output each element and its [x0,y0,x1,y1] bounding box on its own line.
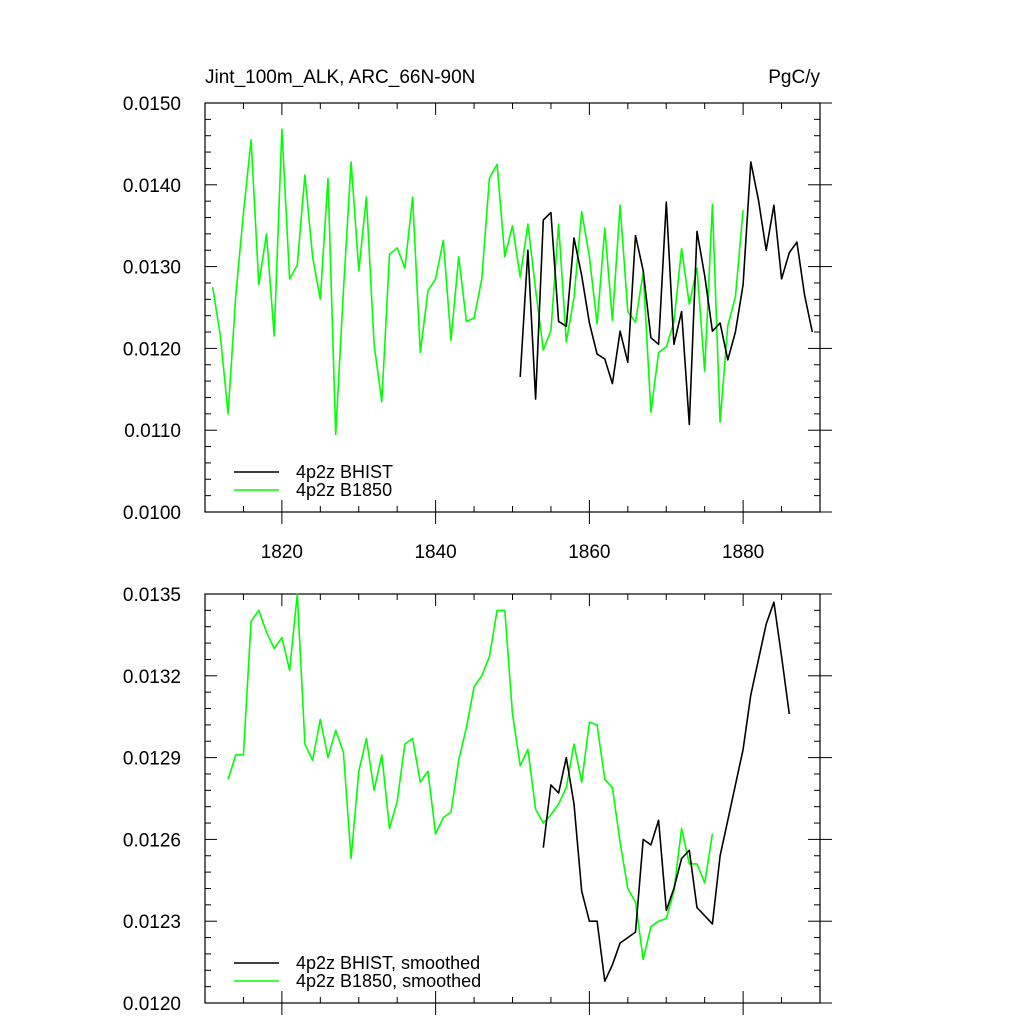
series-line-4p2z-b1850-smoothed [227,593,714,961]
bottom-series-lines [227,593,791,983]
y-tick-label: 0.0110 [124,421,181,442]
plot-frame [204,593,821,1004]
x-tick-label: 1860 [568,542,610,563]
legend-label-b1850: 4p2z B1850 [296,480,392,500]
series-line-4p2z-b1850 [211,128,744,436]
bottom-axes: 0.0120 0.0123 0.0126 0.0129 0.0132 0.0135 [123,585,832,1015]
top-panel: Jint_100m_ALK, ARC_66N-90N PgC/y 1820 184… [123,67,832,563]
y-tick-label: 0.0120 [123,339,181,360]
top-axes: 1820 1840 1860 1880 0.0100 0.0110 0.0120 0.0130… [123,94,832,563]
y-tick-label: 0.0132 [123,667,181,688]
y-tick-label: 0.0126 [123,830,181,851]
series-line-4p2z-bhist [519,161,814,426]
y-tick-label: 0.0129 [123,749,181,770]
y-tick-label: 0.0120 [123,994,181,1015]
top-legend: 4p2z BHIST 4p2z B1850 [234,462,393,500]
y-tick-label: 0.0135 [123,585,181,606]
units-label: PgC/y [768,67,820,88]
y-tick-label: 0.0140 [123,176,181,197]
legend-label-bhist: 4p2z BHIST [296,462,393,482]
top-series-lines [211,128,814,436]
y-tick-label: 0.0100 [123,503,181,524]
y-tick-label: 0.0130 [123,258,181,279]
panel-title: Jint_100m_ALK, ARC_66N-90N [205,67,475,88]
bottom-legend: 4p2z BHIST, smoothed 4p2z B1850, smoothe… [234,953,481,991]
legend-label-bhist-smoothed: 4p2z BHIST, smoothed [296,953,480,973]
bottom-panel: 0.0120 0.0123 0.0126 0.0129 0.0132 0.0135 4p2… [123,585,832,1015]
x-tick-label: 1840 [414,542,456,563]
x-tick-label: 1820 [261,542,303,563]
y-tick-label: 0.0123 [123,912,181,933]
legend-label-b1850-smoothed: 4p2z B1850, smoothed [296,971,481,991]
y-tick-label: 0.0150 [123,94,181,115]
x-tick-label: 1880 [722,542,764,563]
series-line-4p2z-bhist-smoothed [542,601,791,983]
plot-frame [204,102,821,513]
